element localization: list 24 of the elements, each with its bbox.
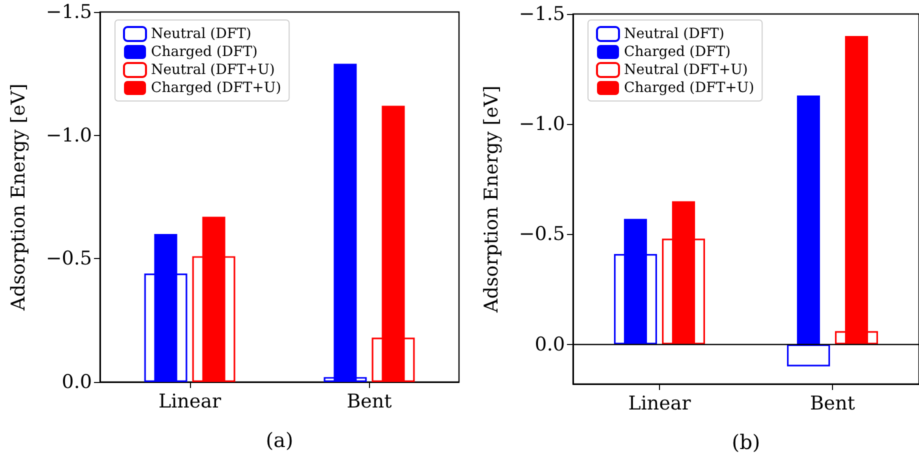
x-tick-label: Linear [158, 390, 222, 412]
x-axis-title: (b) [732, 430, 760, 454]
y-axis-title: Adsorption Energy [eV] [8, 84, 30, 312]
legend-label: Neutral (DFT+U) [151, 62, 275, 78]
y-tick-label: 0.0 [62, 371, 92, 393]
x-tick-label: Linear [628, 392, 692, 414]
legend-label: Charged (DFT) [151, 44, 258, 60]
legend-label: Neutral (DFT+U) [624, 62, 748, 78]
legend-label: Charged (DFT+U) [151, 80, 282, 96]
legend-label: Neutral (DFT) [151, 26, 252, 42]
x-tick-label: Bent [346, 390, 392, 412]
legend-label: Charged (DFT) [624, 44, 731, 60]
legend-label: Neutral (DFT) [624, 26, 724, 42]
x-tick-label: Bent [810, 392, 856, 414]
y-tick-label: −1.0 [46, 124, 92, 146]
y-tick-label: 0.0 [534, 333, 565, 356]
legend-label: Charged (DFT+U) [624, 80, 754, 96]
x-axis-title: (a) [266, 428, 294, 452]
y-tick-label: −0.5 [46, 248, 92, 270]
y-tick-label: −1.5 [518, 3, 565, 25]
y-tick-label: −1.0 [518, 113, 565, 136]
y-tick-label: −0.5 [518, 223, 565, 246]
y-tick-label: −1.5 [46, 1, 92, 23]
y-axis-title: Adsorption Energy [eV] [480, 86, 502, 314]
